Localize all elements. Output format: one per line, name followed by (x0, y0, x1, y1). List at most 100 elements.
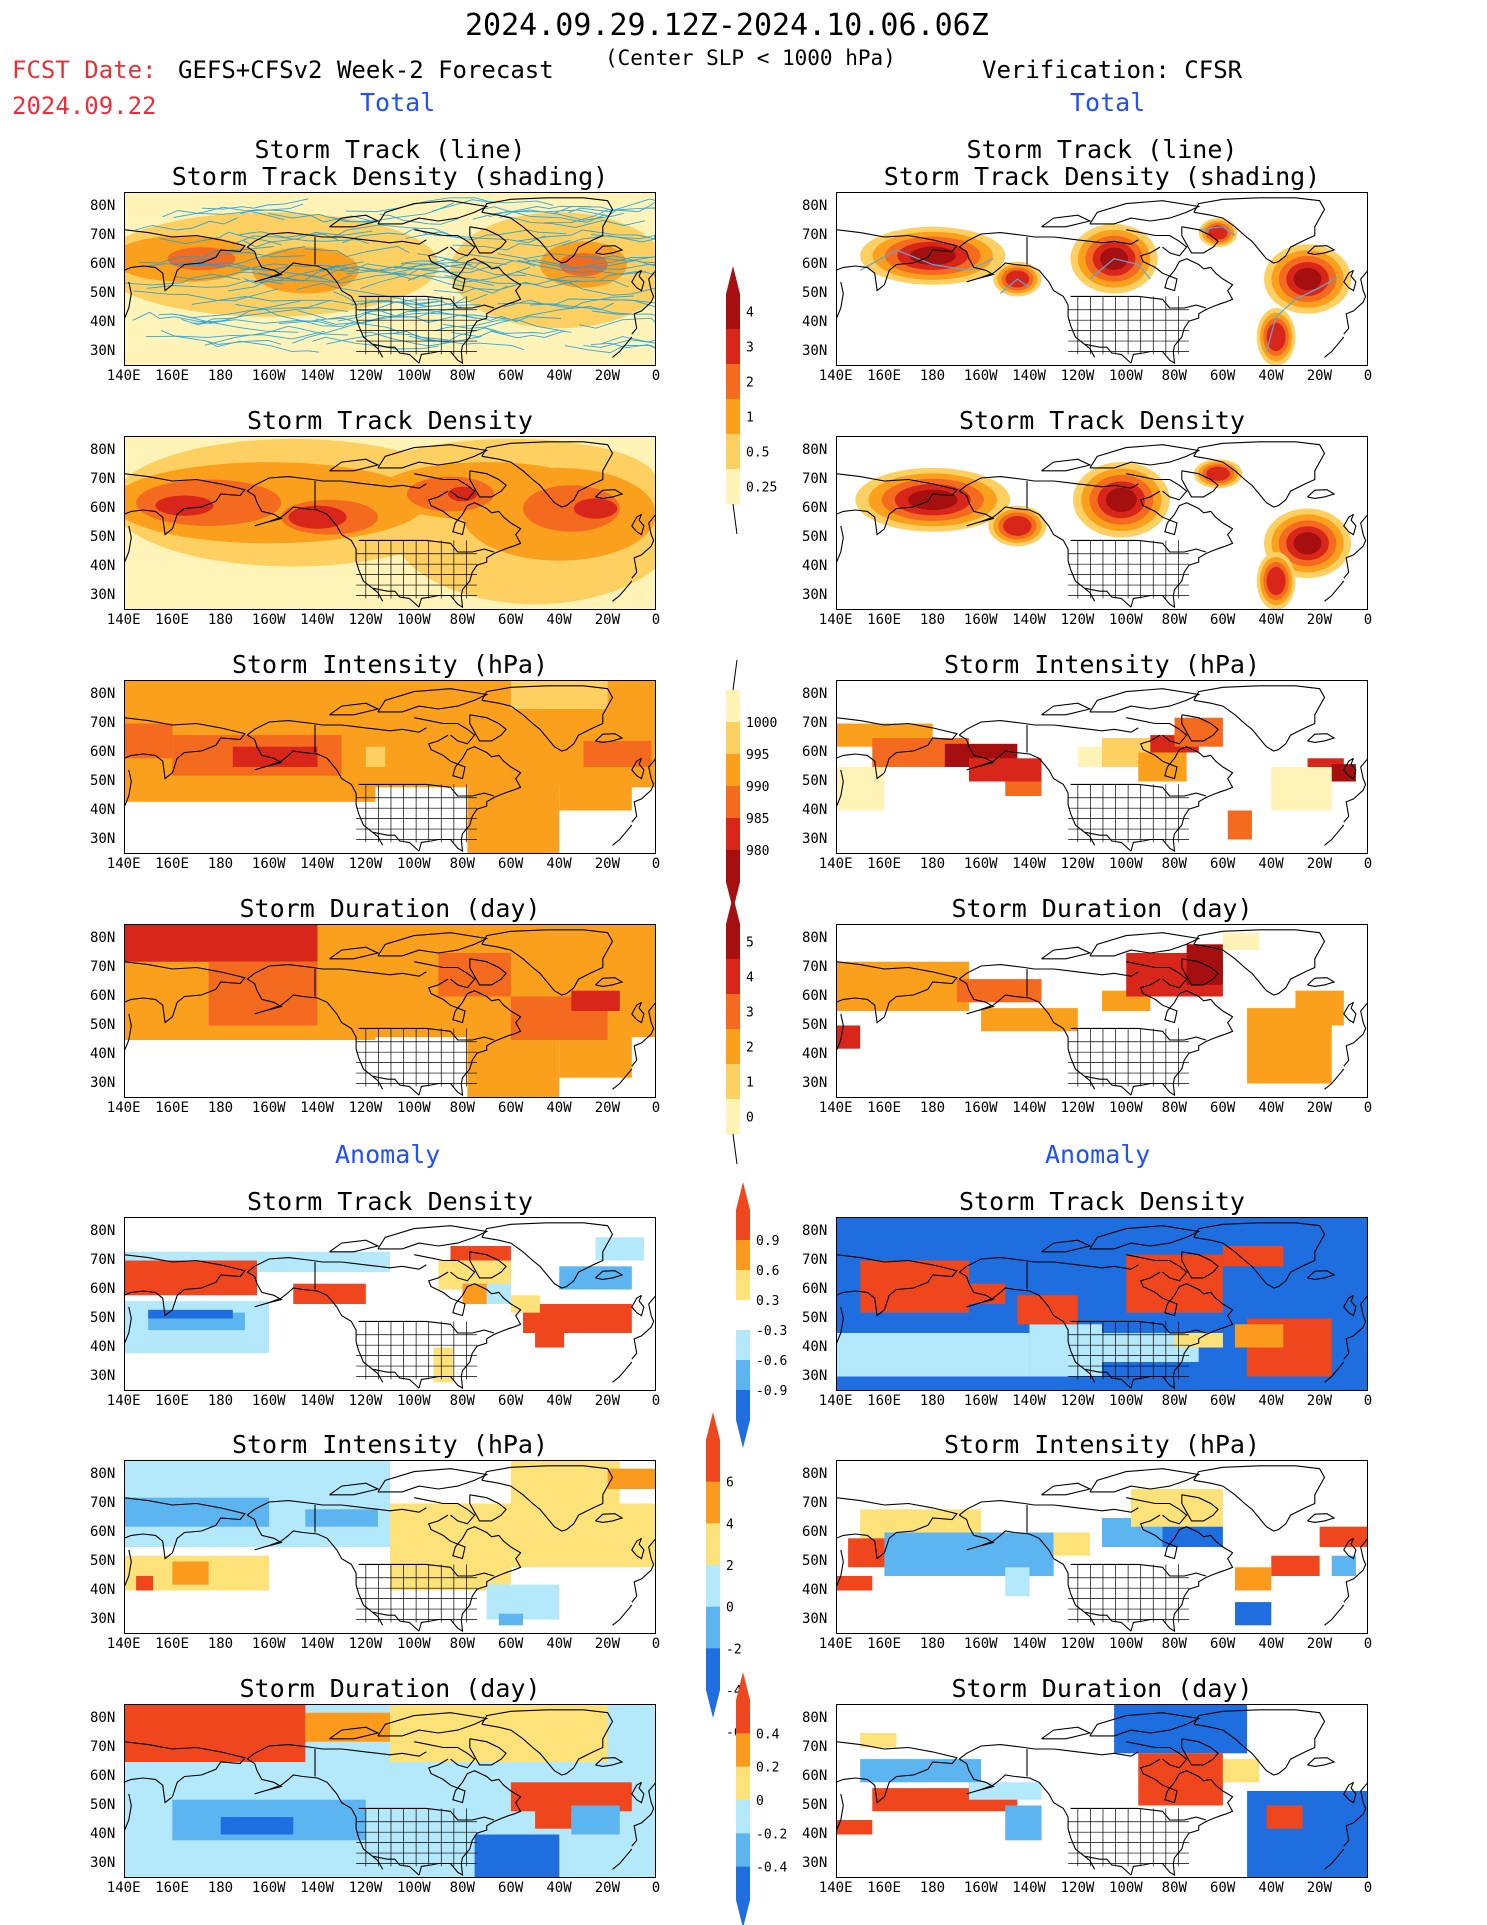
lon-tick-label: 140W (1012, 1636, 1046, 1652)
panel-title-duration-right: Storm Duration (day) (951, 894, 1253, 923)
colorbar-label: 1 (746, 411, 754, 426)
lat-tick-label: 70N (90, 714, 116, 731)
lon-tick-label: 180 (919, 1636, 946, 1652)
lat-tick-label: 80N (90, 1222, 116, 1239)
lat-tick-label: 40N (802, 1825, 828, 1842)
panel-title-track-left-1: Storm Track (line) (254, 135, 526, 164)
lon-tick-label: 60W (498, 1636, 524, 1652)
colorbar-label: 980 (746, 844, 769, 859)
lon-tick-label: 120W (348, 368, 383, 384)
lon-tick-label: 60W (498, 856, 524, 872)
lon-tick-label: 20W (1306, 1880, 1333, 1896)
lon-tick-label: 180 (207, 1393, 234, 1409)
lat-tick-label: 50N (802, 1552, 828, 1569)
lat-tick-label: 50N (90, 1552, 116, 1569)
lon-tick-label: 60W (1210, 368, 1236, 384)
lat-tick-label: 50N (802, 1796, 828, 1813)
section-anomaly-left: Anomaly (335, 1140, 441, 1169)
lon-tick-label: 180 (919, 1393, 946, 1409)
lon-tick-label: 80W (1161, 1880, 1187, 1896)
lat-tick-label: 70N (90, 958, 116, 975)
lat-tick-label: 70N (90, 1494, 116, 1511)
lon-tick-label: 80W (1161, 856, 1187, 872)
lon-tick-label: 0 (651, 1880, 661, 1896)
lon-tick-label: 160W (963, 1100, 998, 1116)
lon-tick-label: 140E (818, 368, 853, 384)
lat-tick-label: 80N (802, 441, 828, 458)
lat-tick-label: 70N (90, 470, 116, 487)
lat-tick-label: 50N (802, 772, 828, 789)
lon-tick-label: 160E (867, 1636, 901, 1652)
lat-tick-label: 40N (90, 1581, 116, 1598)
lon-tick-label: 120W (1060, 368, 1095, 384)
fcst-date-label: FCST Date: (12, 56, 157, 84)
panel-title-adensity-right: Storm Track Density (959, 1187, 1245, 1216)
lon-tick-label: 20W (594, 1393, 621, 1409)
lon-tick-label: 20W (594, 612, 621, 628)
lat-tick-label: 70N (90, 226, 116, 243)
colorbar-label: 3 (746, 1006, 754, 1021)
lon-tick-label: 20W (594, 1880, 621, 1896)
lon-tick-label: 0 (1363, 1880, 1373, 1896)
lon-tick-label: 120W (348, 1100, 383, 1116)
lon-tick-label: 140E (106, 1880, 141, 1896)
lat-tick-label: 30N (90, 1610, 116, 1627)
panel-title-duration-left: Storm Duration (day) (239, 894, 541, 923)
lon-tick-label: 180 (919, 856, 946, 872)
lon-tick-label: 60W (498, 1880, 524, 1896)
lon-tick-label: 40W (1258, 1393, 1284, 1409)
lon-tick-label: 180 (919, 1100, 946, 1116)
lat-tick-label: 60N (802, 1523, 828, 1540)
lon-tick-label: 0 (1363, 1393, 1373, 1409)
lon-tick-label: 100W (396, 1393, 431, 1409)
lat-tick-label: 50N (802, 528, 828, 545)
lon-tick-label: 80W (1161, 368, 1187, 384)
lat-tick-label: 70N (802, 714, 828, 731)
lon-tick-label: 140E (106, 368, 141, 384)
lat-tick-label: 80N (802, 1465, 828, 1482)
lon-tick-label: 160W (963, 1880, 998, 1896)
lat-tick-label: 40N (802, 1338, 828, 1355)
lon-tick-label: 180 (207, 612, 234, 628)
lon-tick-label: 40W (546, 368, 572, 384)
fcst-date-value: 2024.09.22 (12, 92, 157, 120)
lon-tick-label: 140W (300, 368, 334, 384)
lon-tick-label: 160E (155, 1393, 189, 1409)
map-duration-left (124, 924, 656, 1098)
lat-tick-label: 60N (90, 255, 116, 272)
lat-tick-label: 50N (90, 1016, 116, 1033)
lon-tick-label: 60W (1210, 1880, 1236, 1896)
lon-tick-label: 20W (594, 1636, 621, 1652)
lon-tick-label: 140E (106, 856, 141, 872)
colorbar-label: 995 (746, 748, 769, 763)
lon-tick-label: 0 (651, 1100, 661, 1116)
forecast-title: GEFS+CFSv2 Week-2 Forecast (178, 56, 554, 84)
lon-tick-label: 180 (919, 1880, 946, 1896)
lon-tick-label: 80W (449, 1636, 475, 1652)
lon-tick-label: 40W (546, 1100, 572, 1116)
lat-tick-label: 80N (802, 929, 828, 946)
colorbar-duration_anom: 0.4 0.2 0 -0.2 -0.4 (736, 1672, 787, 1925)
panel-title-aduration-right: Storm Duration (day) (951, 1674, 1253, 1703)
lon-tick-label: 80W (1161, 1100, 1187, 1116)
lon-tick-label: 180 (207, 1880, 234, 1896)
lon-tick-label: 120W (1060, 1100, 1095, 1116)
lon-tick-label: 0 (1363, 1636, 1373, 1652)
panel-title-track-right-2: Storm Track Density (shading) (883, 162, 1321, 191)
colorbar-label: 0.5 (746, 446, 769, 461)
lon-tick-label: 20W (1306, 1636, 1333, 1652)
lat-tick-label: 30N (802, 1854, 828, 1871)
lat-tick-label: 70N (90, 1251, 116, 1268)
lon-tick-label: 40W (546, 1393, 572, 1409)
lon-tick-label: 140W (300, 1636, 334, 1652)
lon-tick-label: 140W (1012, 1393, 1046, 1409)
colorbar-label: 5 (746, 936, 754, 951)
lon-tick-label: 180 (919, 368, 946, 384)
lat-tick-label: 50N (802, 284, 828, 301)
section-total-left: Total (360, 88, 436, 117)
lon-tick-label: 160W (251, 368, 286, 384)
lon-tick-label: 160E (155, 1636, 189, 1652)
lat-tick-label: 70N (802, 1738, 828, 1755)
